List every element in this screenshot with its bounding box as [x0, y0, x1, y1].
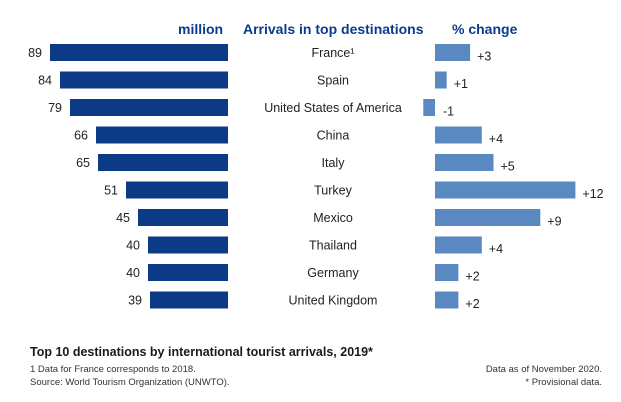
change-value-germany: +2 [465, 270, 479, 284]
change-bar-united-states-of-america [423, 99, 435, 116]
arrivals-bar-turkey [126, 181, 228, 199]
arrivals-bar-italy [98, 154, 228, 171]
arrivals-bars [50, 44, 228, 309]
arrivals-value-united-states-of-america: 79 [48, 101, 62, 115]
change-value-france: +3 [477, 50, 491, 64]
change-bar-germany [435, 264, 459, 281]
change-value-thailand: +4 [489, 242, 503, 256]
change-bar-china [435, 126, 482, 144]
arrivals-bar-thailand [148, 236, 228, 254]
arrivals-value-turkey: 51 [104, 184, 118, 198]
arrival-value-labels: 89 84 79 66 65 51 45 40 40 39 [28, 46, 142, 308]
header-arrivals: Arrivals in top destinations [243, 21, 424, 37]
chart-area: 89 84 79 66 65 51 45 40 40 39 France¹ Spain United … [28, 44, 604, 312]
arrivals-bar-united-kingdom [150, 291, 228, 309]
change-value-united-states-of-america: -1 [443, 105, 454, 119]
arrivals-value-united-kingdom: 39 [128, 294, 142, 308]
arrivals-bar-spain [60, 71, 228, 89]
destination-united-states-of-america: United States of America [264, 101, 402, 115]
change-value-labels: +3 +1-1 +4 +5 +12 +9 +4 +2 +2 [443, 50, 604, 312]
destination-spain: Spain [317, 74, 349, 88]
chart-title: Top 10 destinations by international tou… [30, 345, 373, 359]
change-bar-united-kingdom [435, 291, 459, 309]
arrivals-bar-mexico [138, 209, 228, 226]
arrivals-bar-china [96, 126, 228, 144]
arrivals-value-germany: 40 [126, 266, 140, 280]
destination-france: France¹ [311, 46, 354, 60]
provisional-note: * Provisional data. [525, 377, 602, 388]
change-bars [423, 44, 576, 309]
change-bar-mexico [435, 209, 541, 226]
arrivals-bar-germany [148, 264, 228, 281]
change-bar-france [435, 44, 471, 61]
change-value-italy: +5 [501, 160, 515, 174]
change-value-china: +4 [489, 132, 503, 146]
destination-turkey: Turkey [314, 184, 352, 198]
destination-united-kingdom: United Kingdom [289, 294, 378, 308]
change-value-spain: +1 [454, 77, 468, 91]
arrivals-bar-france [50, 44, 228, 61]
destination-italy: Italy [322, 156, 346, 170]
arrivals-bar-united-states-of-america [70, 99, 228, 116]
arrivals-value-mexico: 45 [116, 211, 130, 225]
data-as-of-note: Data as of November 2020. [485, 364, 602, 375]
source-note: Source: World Tourism Organization (UNWT… [30, 377, 230, 388]
footnote-france: 1 Data for France corresponds to 2018. [30, 364, 196, 375]
destination-germany: Germany [307, 266, 359, 280]
change-bar-turkey [435, 181, 576, 199]
change-value-united-kingdom: +2 [465, 297, 479, 311]
header-change: % change [452, 21, 518, 37]
change-value-turkey: +12 [582, 187, 603, 201]
arrivals-value-spain: 84 [38, 74, 52, 88]
arrivals-value-italy: 65 [76, 156, 90, 170]
arrivals-value-thailand: 40 [126, 239, 140, 253]
arrivals-value-china: 66 [74, 129, 88, 143]
change-value-mexico: +9 [547, 215, 561, 229]
destination-labels: France¹ Spain United States of America Chin… [264, 46, 402, 308]
change-bar-thailand [435, 236, 482, 254]
destination-thailand: Thailand [309, 239, 357, 253]
arrivals-value-france: 89 [28, 46, 42, 60]
destination-mexico: Mexico [313, 211, 353, 225]
change-bar-italy [435, 154, 494, 171]
change-bar-spain [435, 71, 447, 89]
destination-china: China [317, 129, 350, 143]
header-million: million [178, 21, 224, 37]
